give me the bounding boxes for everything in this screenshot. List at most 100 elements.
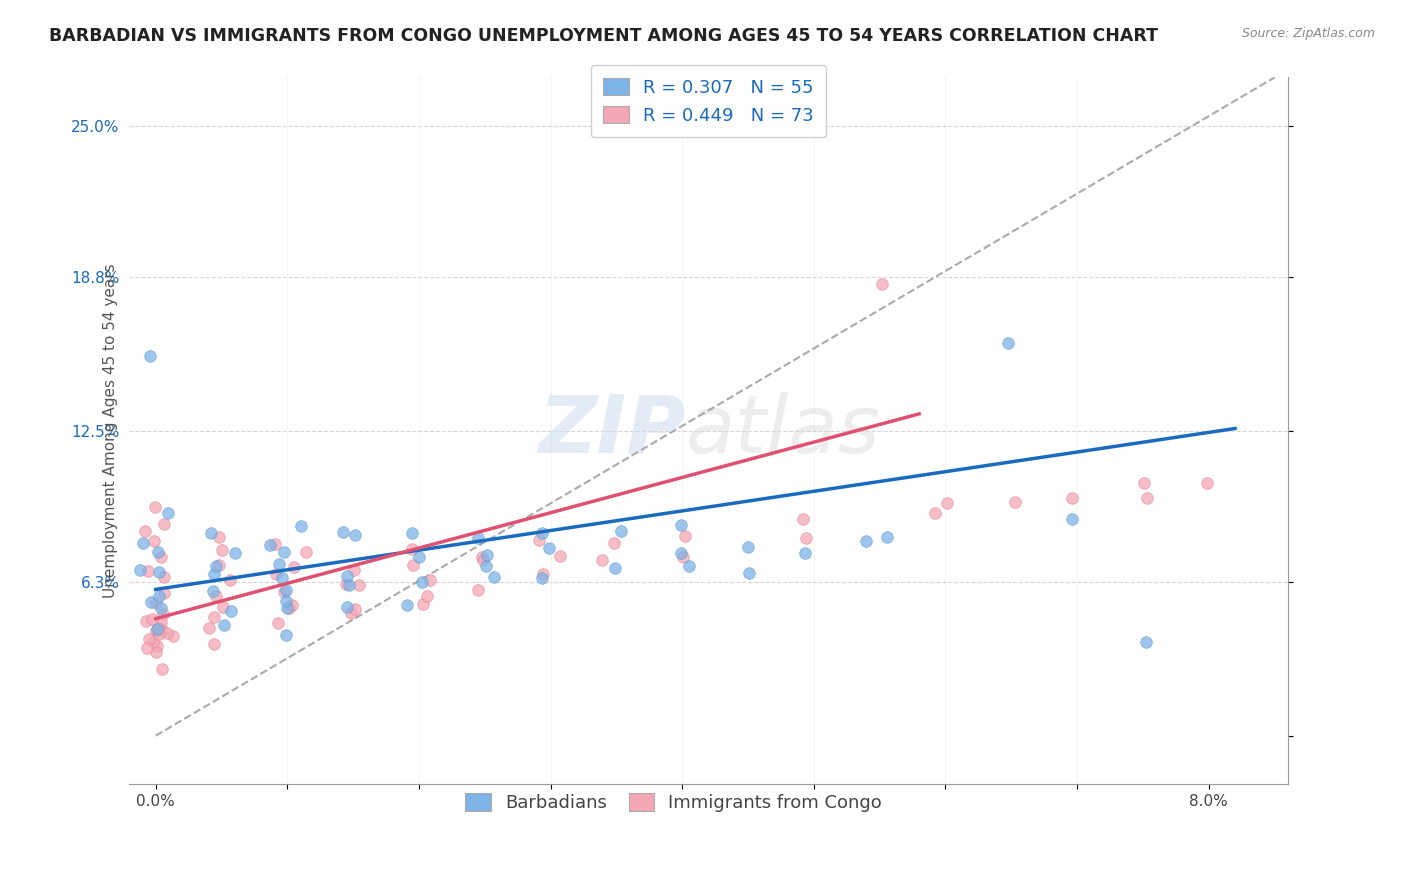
Point xyxy=(475,548,498,562)
Point xyxy=(610,524,633,539)
Point xyxy=(145,645,167,659)
Point xyxy=(533,566,555,581)
Point xyxy=(1060,512,1083,526)
Point xyxy=(274,593,297,607)
Point xyxy=(152,570,174,584)
Point xyxy=(395,598,418,612)
Point xyxy=(146,545,169,559)
Text: BARBADIAN VS IMMIGRANTS FROM CONGO UNEMPLOYMENT AMONG AGES 45 TO 54 YEARS CORREL: BARBADIAN VS IMMIGRANTS FROM CONGO UNEMP… xyxy=(49,27,1159,45)
Point xyxy=(295,544,318,558)
Point xyxy=(603,560,626,574)
Point xyxy=(467,582,489,597)
Point xyxy=(401,525,423,540)
Point xyxy=(531,525,554,540)
Point xyxy=(132,536,155,550)
Point xyxy=(269,557,291,571)
Point xyxy=(142,634,165,648)
Point xyxy=(673,529,696,543)
Point xyxy=(794,546,817,560)
Point xyxy=(274,628,297,642)
Point xyxy=(347,578,370,592)
Point xyxy=(415,590,437,604)
Point xyxy=(678,559,700,574)
Point xyxy=(202,567,225,582)
Point xyxy=(419,573,441,587)
Point xyxy=(737,540,759,554)
Point xyxy=(162,629,184,643)
Point xyxy=(1135,634,1157,648)
Point xyxy=(340,606,363,620)
Point xyxy=(270,571,292,585)
Point xyxy=(796,531,818,545)
Point xyxy=(401,542,423,557)
Point xyxy=(139,595,162,609)
Point xyxy=(202,610,225,624)
Point xyxy=(152,607,174,621)
Point xyxy=(855,534,877,549)
Point xyxy=(219,573,242,587)
Text: Source: ZipAtlas.com: Source: ZipAtlas.com xyxy=(1241,27,1375,40)
Point xyxy=(737,566,759,580)
Text: atlas: atlas xyxy=(685,392,880,470)
Point xyxy=(135,614,157,628)
Point xyxy=(669,546,692,560)
Point xyxy=(412,597,434,611)
Point xyxy=(792,512,814,526)
Text: ZIP: ZIP xyxy=(538,392,685,470)
Point xyxy=(145,639,167,653)
Point xyxy=(924,506,946,520)
Point xyxy=(471,553,494,567)
Point xyxy=(138,632,160,646)
Point xyxy=(134,524,156,538)
Point xyxy=(997,335,1019,350)
Point xyxy=(550,549,572,563)
Point xyxy=(267,615,290,630)
Point xyxy=(211,542,233,557)
Point xyxy=(156,625,179,640)
Point xyxy=(290,518,312,533)
Point xyxy=(136,564,159,578)
Point xyxy=(337,578,360,592)
Point xyxy=(402,558,425,573)
Point xyxy=(1004,495,1026,509)
Point xyxy=(143,500,166,514)
Y-axis label: Unemployment Among Ages 45 to 54 years: Unemployment Among Ages 45 to 54 years xyxy=(103,264,118,599)
Point xyxy=(157,506,180,520)
Point xyxy=(482,570,505,584)
Point xyxy=(264,537,287,551)
Point xyxy=(870,277,893,292)
Point xyxy=(153,585,176,599)
Point xyxy=(276,601,298,615)
Point xyxy=(343,602,366,616)
Point xyxy=(273,545,295,559)
Point xyxy=(603,535,626,549)
Point xyxy=(276,582,298,597)
Point xyxy=(343,563,366,577)
Point xyxy=(153,516,176,531)
Point xyxy=(335,577,357,591)
Point xyxy=(1136,491,1159,505)
Point xyxy=(467,531,489,545)
Point xyxy=(148,565,170,579)
Point xyxy=(146,622,169,636)
Point xyxy=(145,624,167,639)
Point xyxy=(136,640,159,655)
Point xyxy=(150,623,173,637)
Point xyxy=(204,589,226,603)
Point xyxy=(205,558,228,573)
Point xyxy=(278,601,301,615)
Point xyxy=(149,601,172,615)
Point xyxy=(219,604,242,618)
Point xyxy=(530,571,553,585)
Point xyxy=(146,622,169,636)
Point xyxy=(224,546,246,560)
Point xyxy=(280,598,302,612)
Point xyxy=(150,662,173,676)
Point xyxy=(202,583,225,598)
Point xyxy=(408,550,430,565)
Point xyxy=(475,558,498,573)
Point xyxy=(212,599,235,614)
Point xyxy=(143,534,166,549)
Point xyxy=(876,530,898,544)
Point xyxy=(198,621,221,635)
